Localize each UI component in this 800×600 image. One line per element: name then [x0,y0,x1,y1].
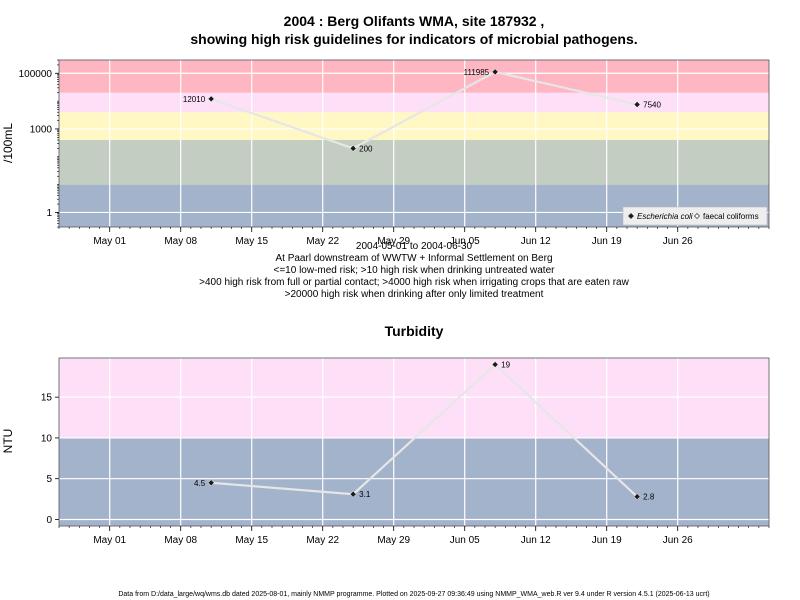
chart1-x-tick-label-8: Jun 19 [592,236,622,247]
chart1-y-tick-label-2: 1000 [30,124,53,135]
chart2-x-tick-label-6: Jun 05 [450,535,480,546]
chart1-point-label-3: 111985 [464,68,490,77]
chart2-series-1-line [211,363,638,498]
chart1-y-axis-label: /100mL [1,123,15,163]
chart1-point-4 [633,101,641,108]
chart1-point-2 [349,145,357,152]
chart2-y-tick-label-1: 0 [46,515,52,526]
chart1-point-label-2: 200 [359,144,373,153]
chart1-x-tick-label-3: May 15 [235,236,268,247]
chart1-note-5: >20000 high risk when drinking after onl… [285,289,544,300]
chart2-x-tick-label-1: May 01 [93,535,126,546]
chart1-legend: Escherichia coli faecal coliforms [622,206,768,226]
chart1-y-tick-label-3: 100000 [19,69,53,80]
chart2-y-tick-label-3: 10 [41,433,53,444]
chart2-y-axis-label: NTU [1,429,15,454]
chart1-legend-label-1: Escherichia coli [637,212,693,221]
chart1-notes: 2004-05-01 to 2004-06-30 At Paarl downst… [199,241,629,300]
chart2-x-tick-label-9: Jun 26 [663,535,693,546]
chart1-legend-marker-2 [694,213,700,219]
chart1-legend-label-2: faecal coliforms [703,212,759,221]
chart1-band-5 [59,60,769,93]
chart2-point-label-4: 2.8 [643,493,655,502]
chart2-band-1 [59,437,769,526]
chart2-x-tick-label-2: May 08 [164,535,197,546]
chart1-point-label-1: 12010 [183,95,206,104]
chart2-x-tick-label-4: May 22 [306,535,339,546]
chart2-point-label-2: 3.1 [359,490,371,499]
chart2-point-label-1: 4.5 [194,479,206,488]
chart1-note-4: >400 high risk from full or partial cont… [199,277,629,288]
chart1-series-1-line [210,70,638,150]
chart1-x-tick-label-5: May 29 [377,236,410,247]
chart1-plot-area: 1 1000 100000 May 01 May 08 May 15 May 22 May 2… [19,59,770,247]
chart1-band-2 [59,140,769,185]
footer-note: Data from D:/data_large/wq/wms.db dated … [118,591,709,598]
chart2-y-tick-label-2: 5 [46,474,52,485]
chart1-legend-marker-1 [628,213,634,219]
chart2-point-2 [349,490,357,498]
chart1-y-tick-label-1: 1 [46,208,52,219]
chart1-x-tick-label-2: May 08 [164,236,197,247]
chart1-title: 2004 : Berg Olifants WMA, site 187932 , [284,13,545,29]
chart1-x-tick-label-9: Jun 26 [663,236,693,247]
chart1-point-1 [207,95,215,103]
chart2-x-tick-label-5: May 29 [377,535,410,546]
chart2-point-3 [491,361,499,368]
chart1-band-4 [59,92,769,113]
chart1-point-3 [491,68,499,76]
chart2-point-label-3: 19 [501,361,510,370]
chart2-point-4 [633,493,641,500]
chart2-plot-area: 0 5 10 15 May 01 May 08 May 15 May 22 May 29 Jun … [41,357,770,546]
chart1-x-tick-label-7: Jun 12 [521,236,551,247]
chart1-x-tick-label-6: Jun 05 [450,236,480,247]
chart2-x-tick-label-8: Jun 19 [592,535,622,546]
chart2-title: Turbidity [385,323,444,339]
chart2-band-2 [59,358,769,438]
chart1-point-label-4: 7540 [643,101,661,110]
chart2-x-tick-label-7: Jun 12 [521,535,551,546]
chart1-note-3: <=10 low-med risk; >10 high risk when dr… [274,265,556,276]
chart2-point-1 [207,479,215,487]
chart1-x-tick-label-1: May 01 [93,236,126,247]
chart1-note-2: At Paarl downstream of WWTW + Informal S… [275,253,552,264]
chart2-y-tick-label-4: 15 [41,393,53,404]
chart1-title2: showing high risk guidelines for indicat… [190,31,637,47]
chart2-x-tick-label-3: May 15 [235,535,268,546]
chart1-note-1: 2004-05-01 to 2004-06-30 [356,241,473,252]
chart1-x-tick-label-4: May 22 [306,236,339,247]
